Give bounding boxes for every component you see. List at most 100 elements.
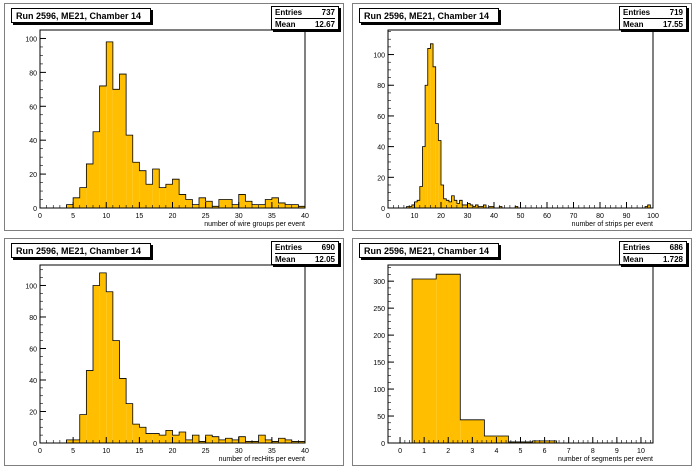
x-tick-label: 4 [494,448,498,455]
histogram-bar [464,204,468,208]
x-tick-label: 35 [268,448,276,455]
x-tick-label: 6 [543,448,547,455]
histogram-bar [265,199,272,208]
x-tick-label: 5 [519,448,523,455]
x-tick-label: 30 [235,213,243,220]
histogram-bar [419,186,423,208]
histogram-bar [252,441,259,443]
histogram-bar [456,203,460,208]
x-tick-label: 5 [71,213,75,220]
x-tick-label: 20 [169,448,177,455]
histogram-bar [459,200,463,208]
histogram-bar [285,439,292,443]
x-tick-label: 0 [38,213,42,220]
histogram-bar [99,272,107,443]
histogram-bar [79,414,87,443]
mean-label: Mean [275,20,296,29]
mean-value: 12.05 [314,255,335,264]
histogram-bar [441,184,444,208]
histogram-bar [271,197,279,208]
x-tick-label: 60 [543,213,551,220]
histogram-bar [435,123,439,208]
histogram-outline [40,272,306,444]
x-tick-label: 8 [591,448,595,455]
x-tick-label: 100 [647,213,659,220]
entries-value: 737 [321,8,335,17]
histogram-bar [460,419,485,443]
histogram-panel-wire-groups: 0 20 40 60 80 100 0 5 10 15 20 25 30 35 40 number of wi… [4,3,344,231]
mean-label: Mean [623,255,644,264]
x-tick-label: 5 [71,448,75,455]
histogram-title: Run 2596, ME21, Chamber 14 [11,8,151,23]
y-tick-label: 0 [381,206,385,213]
histogram-bar [205,201,213,208]
histogram-bar [179,431,186,443]
stats-box: Entries 690 Mean 12.05 [271,241,339,265]
y-tick-label: 80 [377,83,385,90]
histogram-bar [106,41,113,208]
histogram-bar [119,378,127,443]
y-tick-label: 40 [29,378,37,385]
mean-value: 17.55 [662,20,683,29]
histogram-bar [106,291,113,443]
histogram-bar [417,200,420,208]
histogram-bar [412,279,437,443]
histogram-bar [172,179,180,208]
histogram-bar [446,200,449,208]
x-axis-label: number of strips per event [572,221,653,228]
y-tick-label: 60 [29,346,37,353]
x-tick-label: 90 [623,213,631,220]
x-axis-label: number of recHits per event [219,456,305,463]
x-axis-label: number of segments per event [558,456,653,463]
histogram-bar [192,204,199,208]
histogram-bar [212,436,219,443]
histogram-bar [433,66,436,208]
x-tick-label: 25 [202,448,210,455]
entries-label: Entries [275,8,303,17]
mean-value: 1.728 [662,255,683,264]
x-tick-label: 35 [268,213,276,220]
histogram-bar [146,184,153,208]
histogram-bar [225,438,233,443]
histogram-bar [406,206,410,208]
y-tick-label: 0 [33,441,37,448]
histogram-bar [79,187,87,208]
histogram-bar [409,206,412,208]
x-tick-label: 40 [301,213,309,220]
histogram-bar [427,48,431,209]
histogram-bar [425,85,428,208]
histogram-bar [470,204,473,208]
y-tick-label: 0 [381,441,385,448]
histogram-bar [252,204,259,208]
histogram-bar [298,206,305,208]
mean-label: Mean [275,255,296,264]
histogram-title: Run 2596, ME21, Chamber 14 [359,8,499,23]
histogram-bar [159,187,166,208]
x-tick-label: 80 [596,213,604,220]
x-axis-label: number of wire groups per event [204,221,305,228]
histogram-title: Run 2596, ME21, Chamber 14 [11,243,151,258]
histogram-bar [483,204,487,208]
x-tick-label: 50 [517,213,525,220]
histogram-bar [165,430,173,443]
histogram-bar [179,194,186,208]
histogram-bar [430,43,434,208]
x-tick-label: 9 [615,448,619,455]
x-tick-label: 10 [102,448,110,455]
histogram-bar [422,146,426,208]
histogram-bar [491,206,494,208]
x-tick-label: 10 [411,213,419,220]
histogram-bar [112,89,120,208]
histogram-bar [126,403,133,443]
entries-value: 719 [669,8,683,17]
histogram-bar [271,441,279,443]
histogram-bar [462,204,465,208]
histogram-bar [472,206,476,208]
y-tick-label: 60 [29,104,37,111]
histogram-bar [285,204,292,208]
y-tick-label: 50 [377,414,385,421]
